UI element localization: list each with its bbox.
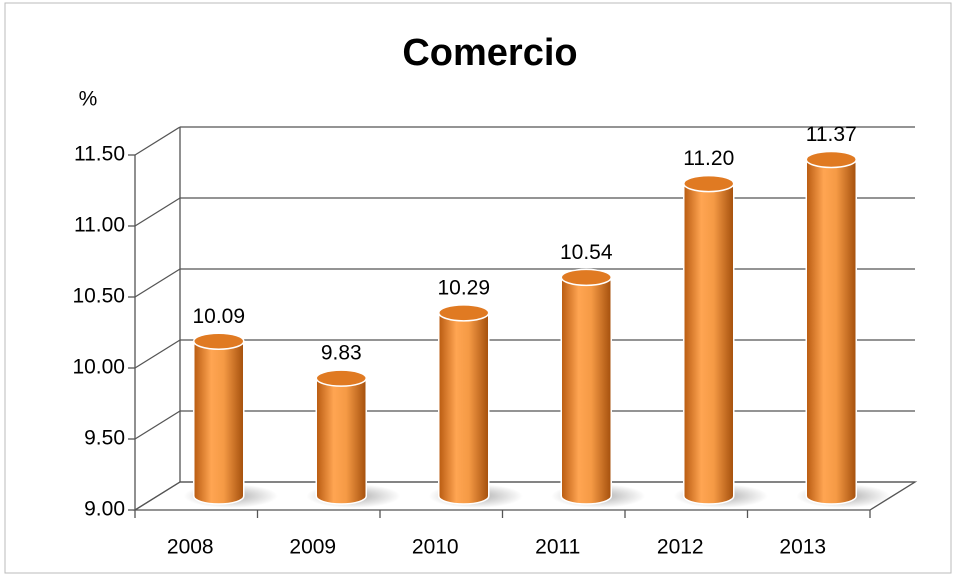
grid-line: [134, 126, 181, 156]
bar: [438, 304, 490, 505]
x-tick-label: 2009: [289, 536, 336, 559]
bar-body: [193, 340, 245, 505]
bar-body: [438, 312, 490, 505]
data-label: 10.29: [437, 276, 490, 299]
data-label: 10.54: [560, 241, 613, 264]
x-tick-label: 2010: [412, 536, 459, 559]
grid-line: [134, 339, 181, 369]
bar: [683, 174, 735, 505]
bar-body: [805, 158, 857, 505]
bar: [315, 369, 367, 505]
x-tick-label: 2011: [535, 536, 580, 559]
bar-body: [560, 276, 612, 505]
bar-top: [438, 304, 490, 322]
bar-top: [315, 369, 367, 387]
bar-top: [805, 150, 857, 169]
bar-top: [683, 174, 735, 193]
grid-line: [134, 481, 181, 511]
y-tick-label: 9.50: [84, 427, 125, 450]
x-tick-label: 2012: [657, 536, 704, 559]
data-label: 10.09: [192, 305, 245, 328]
bar: [560, 268, 612, 505]
bar-body: [315, 377, 367, 505]
y-tick-label: 10.50: [72, 285, 125, 308]
bar: [193, 332, 245, 505]
bar-body: [683, 182, 735, 505]
y-tick-label: 11.00: [74, 214, 125, 237]
chart-title: Comercio: [402, 32, 577, 74]
grid-line: [134, 197, 181, 227]
grid-line: [134, 410, 181, 440]
bar-top: [560, 268, 612, 287]
x-tick-label: 2013: [779, 536, 826, 559]
bar: [805, 150, 857, 505]
data-label: 11.20: [683, 147, 734, 170]
data-label: 11.37: [806, 123, 857, 146]
grid-line: [134, 268, 181, 298]
y-tick-label: 9.00: [84, 498, 125, 521]
data-label: 9.83: [321, 342, 362, 365]
y-axis-label: %: [79, 88, 98, 111]
y-tick-label: 10.00: [72, 356, 125, 379]
x-tick-label: 2008: [167, 536, 214, 559]
bar-top: [193, 332, 245, 350]
y-tick-label: 11.50: [74, 143, 125, 166]
